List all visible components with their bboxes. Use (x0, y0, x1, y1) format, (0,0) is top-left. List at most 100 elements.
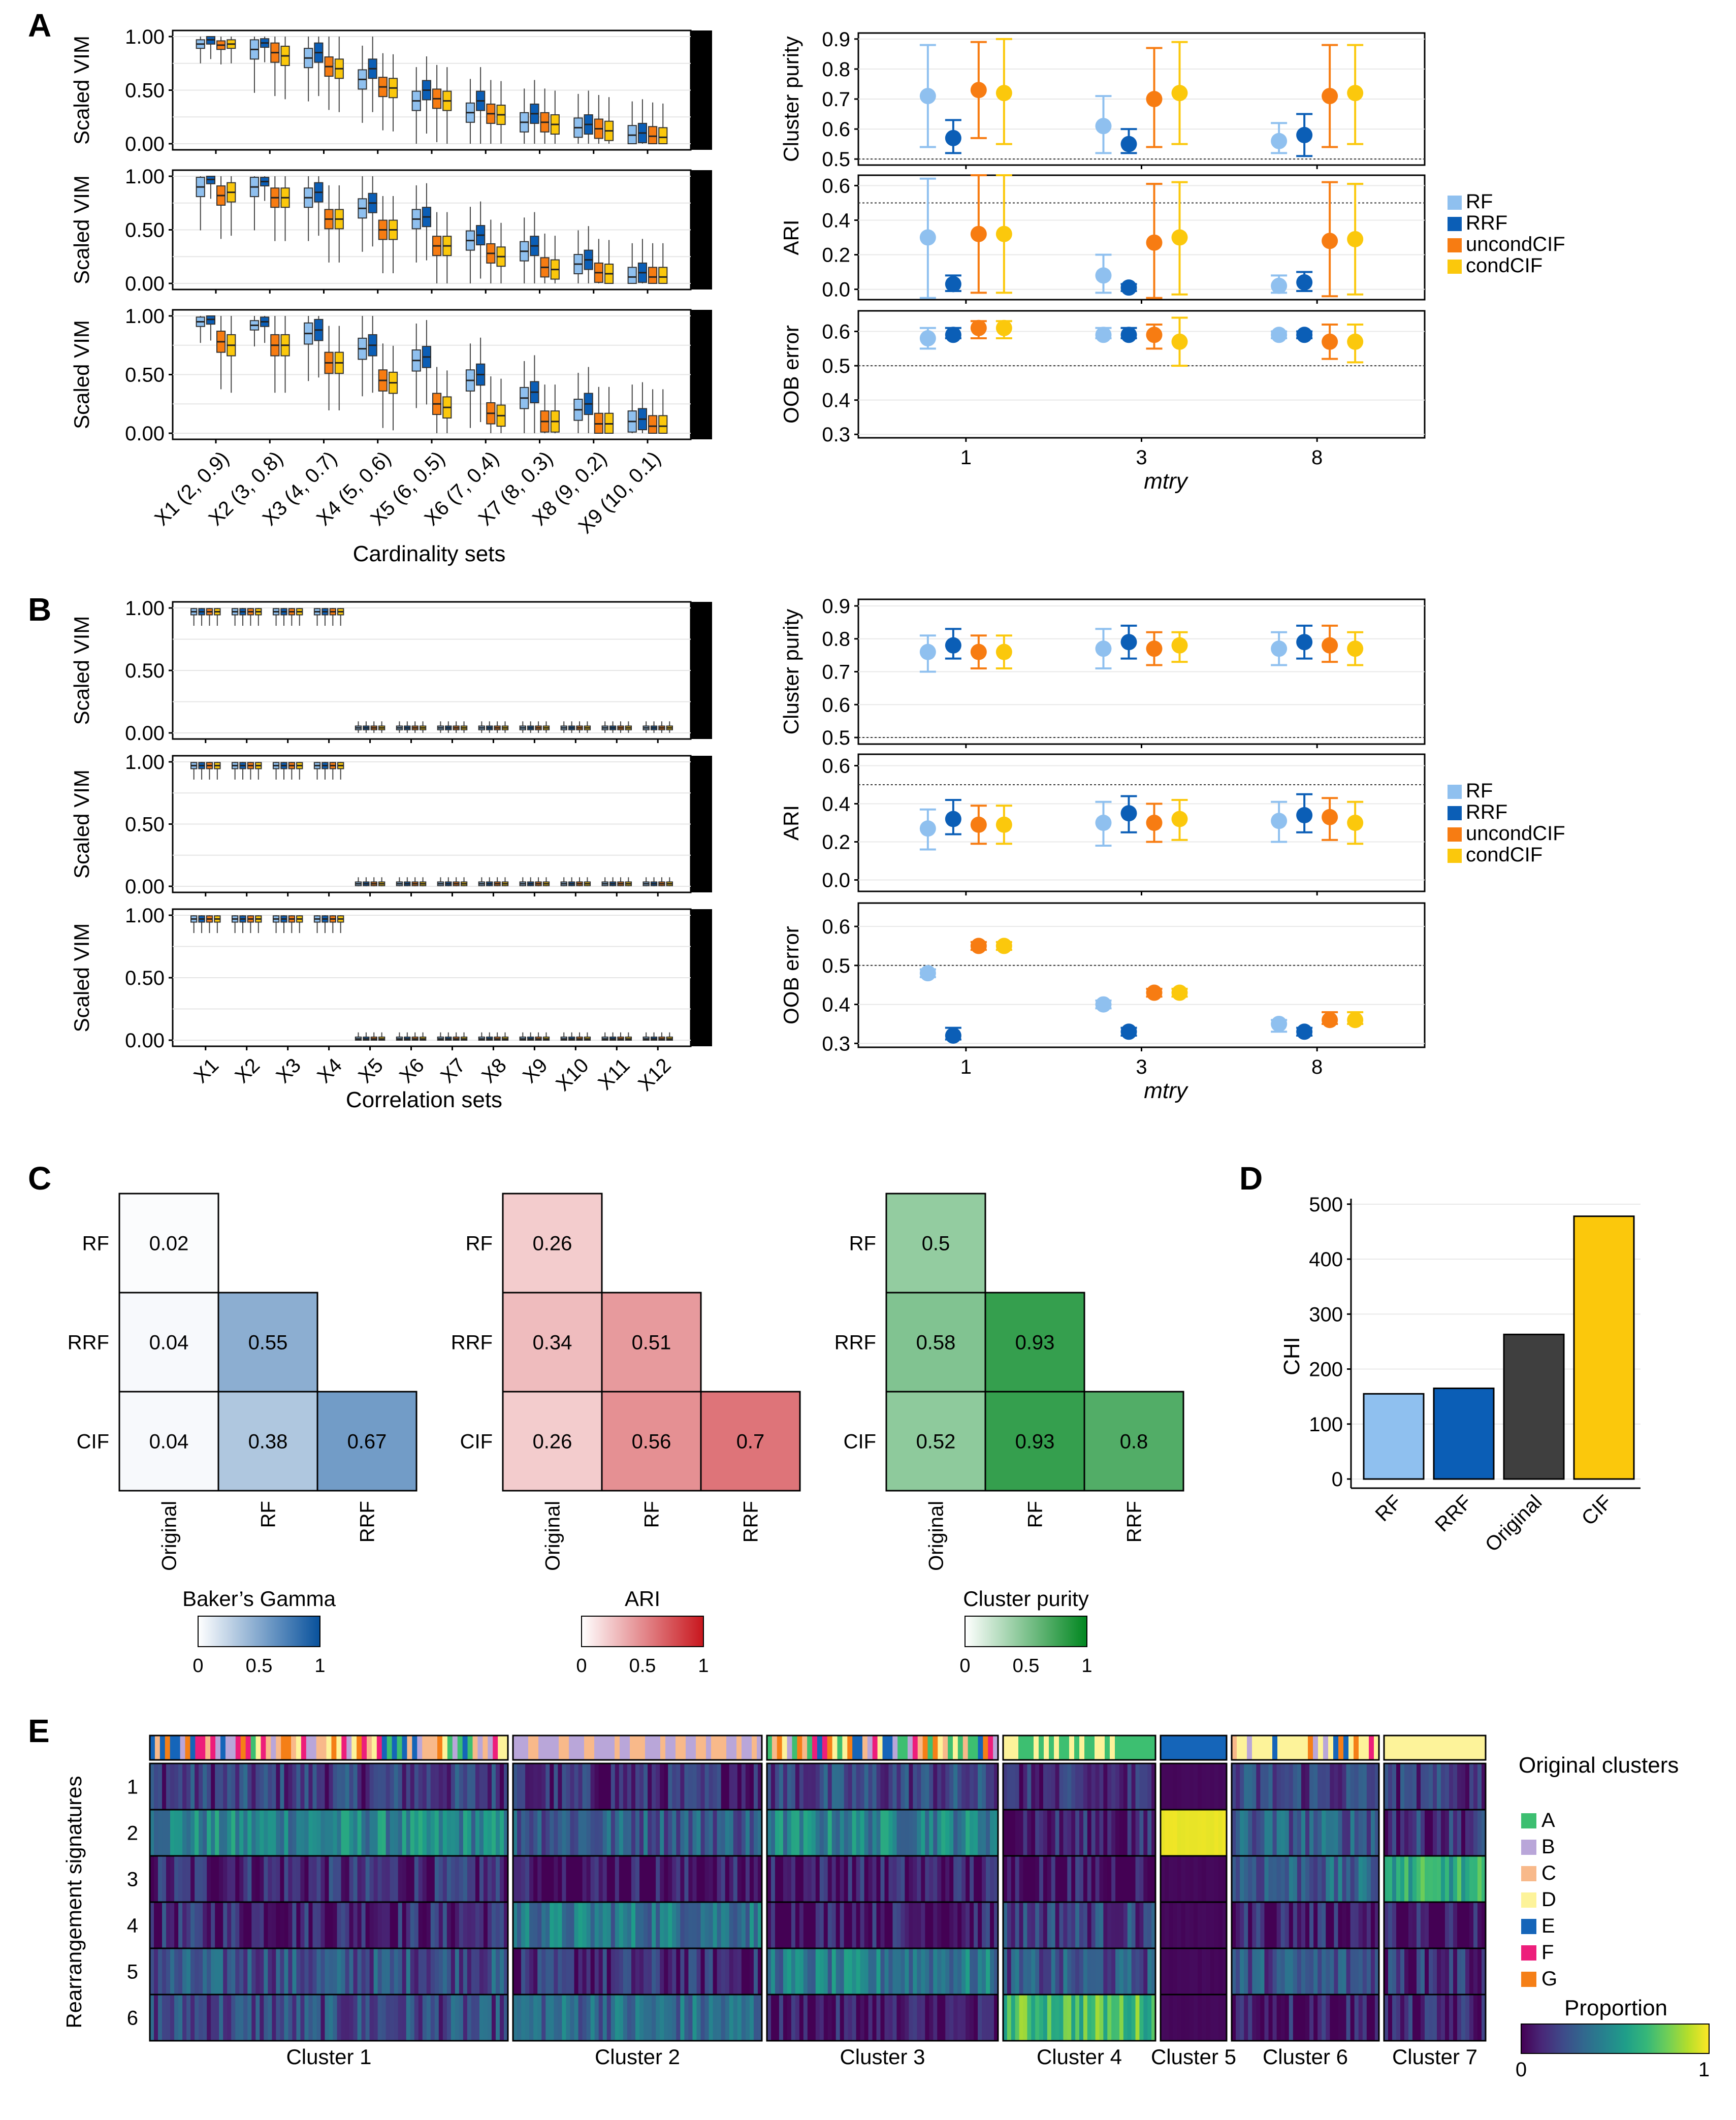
heat-cell (1206, 1763, 1211, 1810)
heat-cell (558, 1763, 562, 1810)
heat-cell (1087, 1810, 1092, 1856)
heat-cell (644, 1995, 648, 2041)
heat-cell (741, 1995, 746, 2041)
point-uncondCIF (1146, 984, 1163, 1001)
heat-cell (872, 1763, 877, 1810)
heat-cell (154, 1810, 158, 1856)
heat-cell (1210, 1810, 1215, 1856)
heat-cell (513, 1763, 518, 1810)
heat-cell (1358, 1856, 1363, 1902)
point-condCIF (1171, 637, 1188, 654)
heat-cell (1465, 1810, 1470, 1856)
heat-cell (1338, 1810, 1343, 1856)
heat-cell (385, 1902, 391, 1948)
heat-cell (648, 1763, 652, 1810)
heat-cell (1276, 1856, 1281, 1902)
heat-cell (1256, 1856, 1261, 1902)
heat-cell (791, 1948, 796, 1995)
heat-cell (402, 1995, 407, 2041)
heatmap-cell (502, 1391, 603, 1492)
heat-cell (1047, 1763, 1052, 1810)
heat-cell (1067, 1810, 1072, 1856)
heat-cell (602, 1902, 607, 1948)
heat-cell (615, 1763, 620, 1810)
heat-cell (499, 1902, 504, 1948)
heat-cell (888, 1810, 893, 1856)
annotation-stripe (620, 1736, 625, 1760)
heat-cell (1252, 1995, 1257, 2041)
annotation-stripe (832, 1736, 838, 1760)
heat-cell (656, 1763, 660, 1810)
heat-cell (721, 1995, 726, 2041)
heat-cell (921, 1856, 925, 1902)
facet-strip (691, 756, 712, 892)
heat-cell (1297, 1995, 1302, 2041)
heat-cell (819, 1763, 824, 1810)
heat-cell (864, 1763, 869, 1810)
heat-cell (627, 1948, 632, 1995)
heat-cell (815, 1902, 820, 1948)
heat-cell (1437, 1995, 1441, 2041)
heat-cell (410, 1810, 415, 1856)
heat-cell (721, 1948, 726, 1995)
heat-cell (325, 1810, 330, 1856)
heat-cell (495, 1995, 500, 2041)
heat-cell (345, 1995, 350, 2041)
heat-cell (1404, 1810, 1409, 1856)
heat-cell (1284, 1902, 1290, 1948)
heat-cell (1099, 1948, 1104, 1995)
annotation-stripe (1191, 1736, 1197, 1760)
heat-cell (1284, 1810, 1290, 1856)
y-tick-label: 0.50 (125, 80, 165, 102)
heat-cell (406, 1810, 411, 1856)
heat-cell (966, 1763, 970, 1810)
heat-cell (451, 1995, 456, 2041)
facet-label: 1 (696, 661, 706, 682)
heat-cell (255, 1810, 260, 1856)
heat-cell (840, 1902, 845, 1948)
heat-cell (182, 1948, 187, 1995)
heat-cell (631, 1763, 636, 1810)
heat-cell (787, 1810, 792, 1856)
heat-cell (684, 1856, 689, 1902)
heat-cell (1055, 1948, 1060, 1995)
heat-cell (1035, 1763, 1040, 1810)
heat-cell (422, 1810, 427, 1856)
heat-cell (840, 1948, 845, 1995)
annotation-stripe (877, 1736, 883, 1760)
heat-cell (635, 1902, 640, 1948)
facet-strip (691, 170, 712, 290)
heat-cell (1198, 1902, 1202, 1948)
heat-cell (598, 1763, 603, 1810)
heat-cell (550, 1856, 554, 1902)
heat-cell (1135, 1810, 1140, 1856)
heat-cell (937, 1995, 942, 2041)
point-uncondCIF (970, 644, 987, 660)
heat-cell (1079, 1856, 1084, 1902)
heat-cell (1043, 1995, 1048, 2041)
heat-cell (656, 1810, 660, 1856)
heat-cell (1313, 1948, 1318, 1995)
heat-cell (264, 1810, 268, 1856)
heat-cell (243, 1948, 248, 1995)
heat-cell (741, 1810, 746, 1856)
annotation-stripe (1435, 1736, 1440, 1760)
heat-cell (933, 1810, 938, 1856)
heat-cell (312, 1902, 317, 1948)
row-label: CIF (844, 1431, 876, 1453)
heat-cell (978, 1810, 982, 1856)
heat-cell (610, 1902, 616, 1948)
heat-cell (1091, 1948, 1096, 1995)
heat-cell (1461, 1810, 1466, 1856)
heat-cell (615, 1856, 620, 1902)
heat-cell (844, 1902, 849, 1948)
heat-cell (566, 1810, 571, 1856)
heat-cell (1027, 1995, 1032, 2041)
heat-cell (410, 1995, 415, 2041)
cell-value: 0.67 (347, 1431, 387, 1453)
facet-label: 3 (696, 815, 706, 836)
heat-cell (1087, 1763, 1092, 1810)
heat-cell (775, 1810, 780, 1856)
annotation-stripe (1084, 1736, 1090, 1760)
heat-cell (1429, 1995, 1433, 2041)
